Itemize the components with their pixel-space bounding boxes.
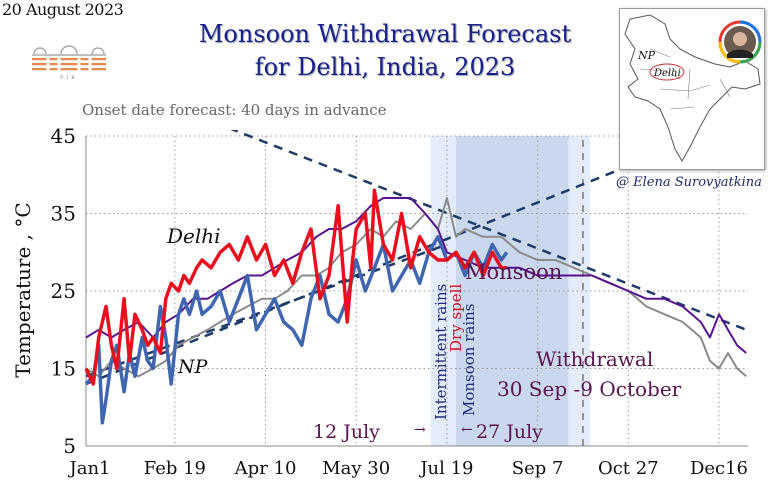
- y-tick-label: 25: [51, 279, 76, 303]
- series-line-delhi-red: [84, 188, 507, 386]
- chart-subtitle: Onset date forecast: 40 days in advance: [82, 101, 387, 119]
- report-date: 20 August 2023: [2, 0, 124, 19]
- withdrawal-title: Withdrawal: [536, 347, 653, 371]
- dry-spell-label: Dry spell: [447, 284, 465, 352]
- pik-logo-icon: [32, 45, 106, 56]
- x-tick-label: Sep 7: [512, 458, 564, 479]
- arrow-right-icon: →: [414, 422, 426, 438]
- arrow-left-icon: ←: [461, 422, 473, 438]
- y-tick-label: 15: [51, 357, 76, 381]
- onset-start-date: 12 July: [313, 421, 380, 443]
- trend-line: [230, 130, 747, 331]
- author-avatar: [718, 20, 762, 64]
- monsoon-label: Monsoon: [465, 260, 562, 284]
- india-map-inset: NP Delhi: [619, 8, 765, 170]
- y-tick-label: 35: [51, 202, 76, 226]
- chart-title-line1: Monsoon Withdrawal Forecast: [198, 20, 572, 48]
- chart-title-line2: for Delhi, India, 2023: [254, 53, 516, 81]
- np-label: NP: [177, 356, 209, 378]
- x-tick-label: Jan1: [68, 458, 111, 479]
- onset-end-date: 27 July: [476, 421, 543, 443]
- x-tick-label: Jul 19: [418, 458, 473, 479]
- svg-text:PIK: PIK: [60, 75, 78, 80]
- india-map-icon: NP Delhi: [624, 14, 762, 162]
- x-tick-label: Oct 27: [598, 458, 659, 479]
- x-tick-label: Apr 10: [234, 458, 297, 479]
- author-credit: @ Elena Surovyatkina: [616, 175, 762, 190]
- map-label-delhi: Delhi: [653, 68, 681, 79]
- series-line-np-purple: [85, 197, 747, 354]
- map-label-np: NP: [637, 49, 656, 62]
- monsoon-rains-label: Monsoon rains: [460, 303, 478, 416]
- x-tick-label: Feb 19: [144, 458, 206, 479]
- delhi-label: Delhi: [166, 224, 221, 248]
- x-tick-label: May 30: [322, 458, 390, 479]
- x-tick-label: Dec16: [690, 458, 748, 479]
- withdrawal-range: 30 Sep -9 October: [497, 377, 682, 401]
- intermittent-rains-label: Intermittent rains: [432, 284, 450, 420]
- y-tick-label: 5: [63, 434, 76, 458]
- y-axis-label: Temperature , °C: [11, 202, 35, 377]
- pik-logo: PIK: [32, 45, 106, 80]
- y-tick-label: 45: [51, 124, 76, 148]
